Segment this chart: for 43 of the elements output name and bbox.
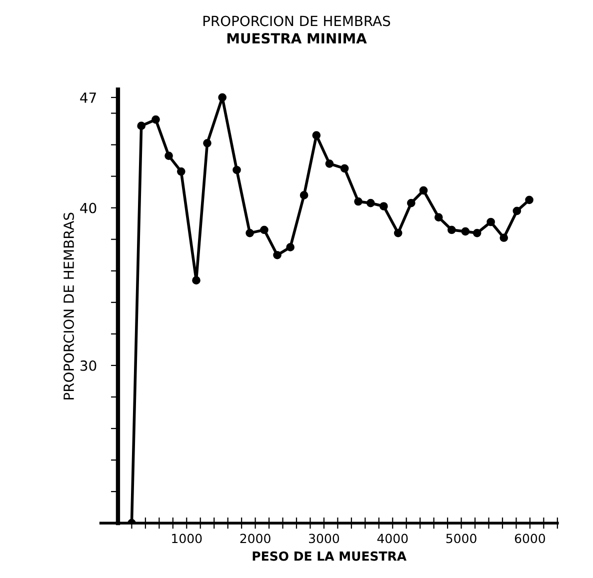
point [176,167,186,176]
point [486,218,495,226]
point [312,131,321,140]
point [273,250,282,260]
point [300,191,308,200]
x-tick-label: 6000 [514,534,546,544]
point [448,226,456,234]
point [500,234,508,242]
point [137,122,146,130]
point [434,213,443,222]
point [260,226,268,234]
point [218,93,227,102]
point [512,206,522,216]
point [366,198,375,208]
point [380,202,388,210]
y-tick-label: 40 [80,202,96,214]
chart-subtitle: MUESTRA MINIMA [227,33,367,44]
point [286,243,294,252]
point [164,152,173,160]
point [152,115,160,124]
point [325,160,334,168]
point [340,164,349,173]
point [192,276,200,284]
y-tick-label: 47 [80,92,96,103]
point [419,186,428,195]
y-axis-title: PROPORCION DE HEMBRAS [63,212,74,400]
point [394,228,402,238]
x-tick-label: 2000 [240,534,270,544]
point [472,228,482,238]
point [203,139,212,148]
x-tick-label: 5000 [446,534,476,544]
x-axis-title: PESO DE LA MUESTRA [252,551,406,561]
point [354,197,362,206]
point [246,228,254,238]
point [232,166,241,174]
chart-title: PROPORCION DE HEMBRAS [203,16,390,26]
point [525,196,534,204]
point [461,227,470,236]
point [407,198,416,208]
x-tick-label: 4000 [377,534,408,544]
x-tick-label: 1000 [172,534,202,544]
x-tick-label: 3000 [309,534,340,544]
y-tick-label: 30 [80,360,96,371]
